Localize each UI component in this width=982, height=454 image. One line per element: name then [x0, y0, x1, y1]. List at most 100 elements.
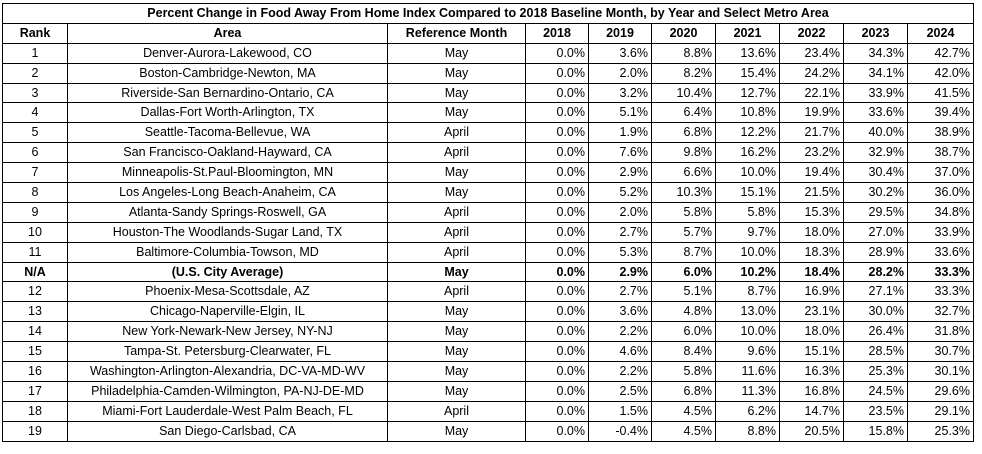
value-cell: 0.0%: [525, 122, 589, 144]
rank-cell: 5: [2, 122, 68, 144]
value-cell: 16.8%: [779, 380, 844, 402]
area-cell: Chicago-Naperville-Elgin, IL: [67, 301, 388, 323]
rank-cell: 13: [2, 301, 68, 323]
value-cell: 2.5%: [588, 380, 652, 402]
value-cell: 2.0%: [588, 201, 652, 223]
value-cell: 34.8%: [907, 201, 974, 223]
value-cell: 2.7%: [588, 281, 652, 303]
value-cell: 12.7%: [715, 82, 780, 104]
table-row: 11 Baltimore-Columbia-Towson, MD April 0.0%…: [2, 241, 974, 263]
area-cell: (U.S. City Average): [67, 261, 388, 283]
table-body: 1 Denver-Aurora-Lakewood, CO May 0.0% 3.6% 8.…: [2, 42, 974, 442]
value-cell: 5.3%: [588, 241, 652, 263]
reference-month-cell: May: [387, 361, 526, 382]
column-header: Rank: [2, 22, 68, 44]
data-table: Percent Change in Food Away From Home In…: [2, 3, 974, 442]
rank-cell: 10: [2, 221, 68, 243]
value-cell: 6.4%: [651, 102, 716, 124]
area-cell: Seattle-Tacoma-Bellevue, WA: [67, 122, 388, 144]
value-cell: 6.8%: [651, 122, 716, 144]
value-cell: 5.8%: [715, 201, 780, 223]
value-cell: 42.0%: [907, 62, 974, 84]
value-cell: 30.2%: [843, 182, 908, 203]
value-cell: 0.0%: [525, 261, 589, 283]
value-cell: 5.1%: [588, 102, 652, 124]
table-row: 4 Dallas-Fort Worth-Arlington, TX May 0.0% 5…: [2, 102, 974, 124]
value-cell: 33.6%: [843, 102, 908, 124]
value-cell: 29.1%: [907, 400, 974, 422]
table-row: 12 Phoenix-Mesa-Scottsdale, AZ April 0.0% 2.…: [2, 281, 974, 303]
value-cell: 23.2%: [779, 142, 844, 164]
value-cell: 10.0%: [715, 162, 780, 184]
value-cell: 0.0%: [525, 281, 589, 303]
value-cell: 22.1%: [779, 82, 844, 104]
value-cell: 8.7%: [715, 281, 780, 303]
rank-cell: 9: [2, 201, 68, 223]
table-row: 6 San Francisco-Oakland-Hayward, CA April 0…: [2, 142, 974, 164]
value-cell: 8.4%: [651, 341, 716, 363]
value-cell: 15.1%: [715, 182, 780, 203]
rank-cell: N/A: [2, 261, 68, 283]
value-cell: 0.0%: [525, 301, 589, 323]
value-cell: 32.7%: [907, 301, 974, 323]
reference-month-cell: May: [387, 261, 526, 283]
rank-cell: 2: [2, 62, 68, 84]
value-cell: 5.8%: [651, 201, 716, 223]
reference-month-cell: April: [387, 400, 526, 422]
value-cell: 26.4%: [843, 321, 908, 343]
value-cell: 15.3%: [779, 201, 844, 223]
value-cell: 29.5%: [843, 201, 908, 223]
value-cell: 28.9%: [843, 241, 908, 263]
table-row: 15 Tampa-St. Petersburg-Clearwater, FL May…: [2, 341, 974, 363]
area-cell: Phoenix-Mesa-Scottsdale, AZ: [67, 281, 388, 303]
rank-cell: 17: [2, 380, 68, 402]
value-cell: 38.7%: [907, 142, 974, 164]
area-cell: Minneapolis-St.Paul-Bloomington, MN: [67, 162, 388, 184]
value-cell: 0.0%: [525, 361, 589, 382]
table-row: 14 New York-Newark-New Jersey, NY-NJ May 0.…: [2, 321, 974, 343]
value-cell: 23.5%: [843, 400, 908, 422]
reference-month-cell: April: [387, 201, 526, 223]
value-cell: 4.5%: [651, 400, 716, 422]
rank-cell: 1: [2, 42, 68, 64]
value-cell: 30.7%: [907, 341, 974, 363]
area-cell: Riverside-San Bernardino-Ontario, CA: [67, 82, 388, 104]
value-cell: 18.0%: [779, 321, 844, 343]
value-cell: 0.0%: [525, 62, 589, 84]
column-header: Area: [67, 22, 388, 44]
column-header: 2024: [907, 22, 974, 44]
value-cell: 0.0%: [525, 341, 589, 363]
value-cell: 25.3%: [843, 361, 908, 382]
column-header: 2021: [715, 22, 780, 44]
table-row: 2 Boston-Cambridge-Newton, MA May 0.0% 2.0% 8…: [2, 62, 974, 84]
table-row: 9 Atlanta-Sandy Springs-Roswell, GA April 0…: [2, 201, 974, 223]
value-cell: 10.3%: [651, 182, 716, 203]
table-row: 17 Philadelphia-Camden-Wilmington, PA-NJ-…: [2, 380, 974, 402]
value-cell: 9.8%: [651, 142, 716, 164]
value-cell: 25.3%: [907, 420, 974, 442]
value-cell: 30.0%: [843, 301, 908, 323]
rank-cell: 16: [2, 361, 68, 382]
reference-month-cell: May: [387, 341, 526, 363]
value-cell: 8.8%: [715, 420, 780, 442]
value-cell: 28.5%: [843, 341, 908, 363]
value-cell: 21.7%: [779, 122, 844, 144]
column-header: 2020: [651, 22, 716, 44]
value-cell: 24.5%: [843, 380, 908, 402]
column-header: 2019: [588, 22, 652, 44]
table-title: Percent Change in Food Away From Home In…: [2, 3, 974, 24]
value-cell: 23.4%: [779, 42, 844, 64]
value-cell: 2.0%: [588, 62, 652, 84]
value-cell: 3.2%: [588, 82, 652, 104]
column-header: 2022: [779, 22, 844, 44]
value-cell: 1.9%: [588, 122, 652, 144]
value-cell: 10.4%: [651, 82, 716, 104]
reference-month-cell: May: [387, 162, 526, 184]
value-cell: 0.0%: [525, 400, 589, 422]
value-cell: 11.3%: [715, 380, 780, 402]
value-cell: 10.0%: [715, 241, 780, 263]
table-row: 10 Houston-The Woodlands-Sugar Land, TX Ap…: [2, 221, 974, 243]
table-row: 5 Seattle-Tacoma-Bellevue, WA April 0.0% 1.9…: [2, 122, 974, 144]
value-cell: 19.4%: [779, 162, 844, 184]
rank-cell: 8: [2, 182, 68, 203]
